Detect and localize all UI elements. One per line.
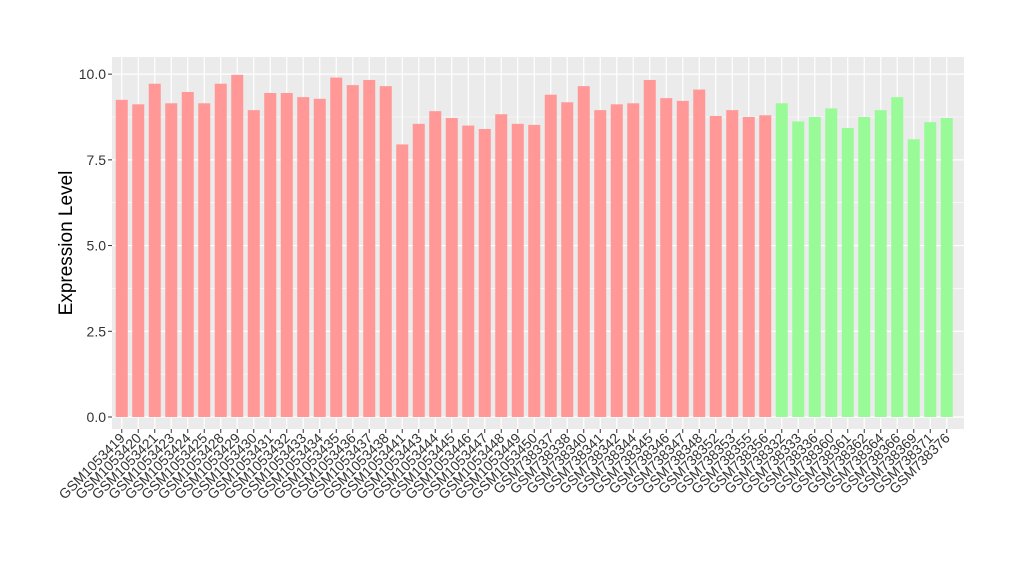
bar xyxy=(792,121,805,417)
bar xyxy=(297,97,310,417)
y-tick-label: 0.0 xyxy=(87,409,107,425)
y-axis: 0.0 2.5 5.0 7.5 10.0 xyxy=(79,66,112,425)
bar xyxy=(858,117,871,417)
bar xyxy=(379,86,392,418)
bar xyxy=(363,79,376,417)
bar xyxy=(132,104,145,418)
bar xyxy=(181,91,194,417)
bar xyxy=(610,104,623,418)
bar xyxy=(247,110,260,418)
bar xyxy=(594,110,607,418)
bar xyxy=(462,125,475,418)
y-tick-label: 10.0 xyxy=(79,66,106,82)
bar xyxy=(841,127,854,417)
bar xyxy=(330,77,343,418)
bar xyxy=(264,93,277,417)
bar xyxy=(115,99,128,417)
bar xyxy=(643,79,656,417)
bar xyxy=(495,114,508,417)
bar xyxy=(445,118,458,418)
y-tick-label: 2.5 xyxy=(87,323,107,339)
bar xyxy=(577,86,590,418)
bar xyxy=(676,100,689,417)
bar xyxy=(891,97,904,417)
bar xyxy=(412,123,425,417)
bar xyxy=(924,122,937,418)
bar xyxy=(478,129,491,417)
y-tick-label: 7.5 xyxy=(87,152,107,168)
bar xyxy=(742,117,755,417)
bar xyxy=(148,83,161,417)
bar xyxy=(940,118,953,418)
bar xyxy=(280,93,293,417)
y-axis-title: Expression Level xyxy=(56,171,77,316)
bar xyxy=(775,103,788,418)
bar xyxy=(907,139,920,418)
bar xyxy=(726,110,739,418)
bar xyxy=(396,144,409,417)
bar xyxy=(759,115,772,418)
bar xyxy=(528,124,541,417)
bar xyxy=(214,83,227,417)
bar xyxy=(693,89,706,418)
bar xyxy=(429,111,442,418)
bar xyxy=(874,110,887,418)
x-axis: GSM1053419GSM1053420GSM1053421GSM1053423… xyxy=(55,429,953,502)
y-tick-label: 5.0 xyxy=(87,238,107,254)
bar xyxy=(511,123,524,417)
bar xyxy=(198,103,211,418)
bar xyxy=(808,117,821,417)
bar xyxy=(544,94,557,417)
bar xyxy=(709,115,722,417)
bars xyxy=(115,74,953,418)
bar xyxy=(561,102,574,417)
bar xyxy=(313,98,326,417)
bar xyxy=(627,103,640,418)
bar xyxy=(165,103,178,418)
bar xyxy=(346,85,359,417)
bar xyxy=(660,98,673,418)
bar xyxy=(825,108,838,417)
bar xyxy=(231,74,244,417)
